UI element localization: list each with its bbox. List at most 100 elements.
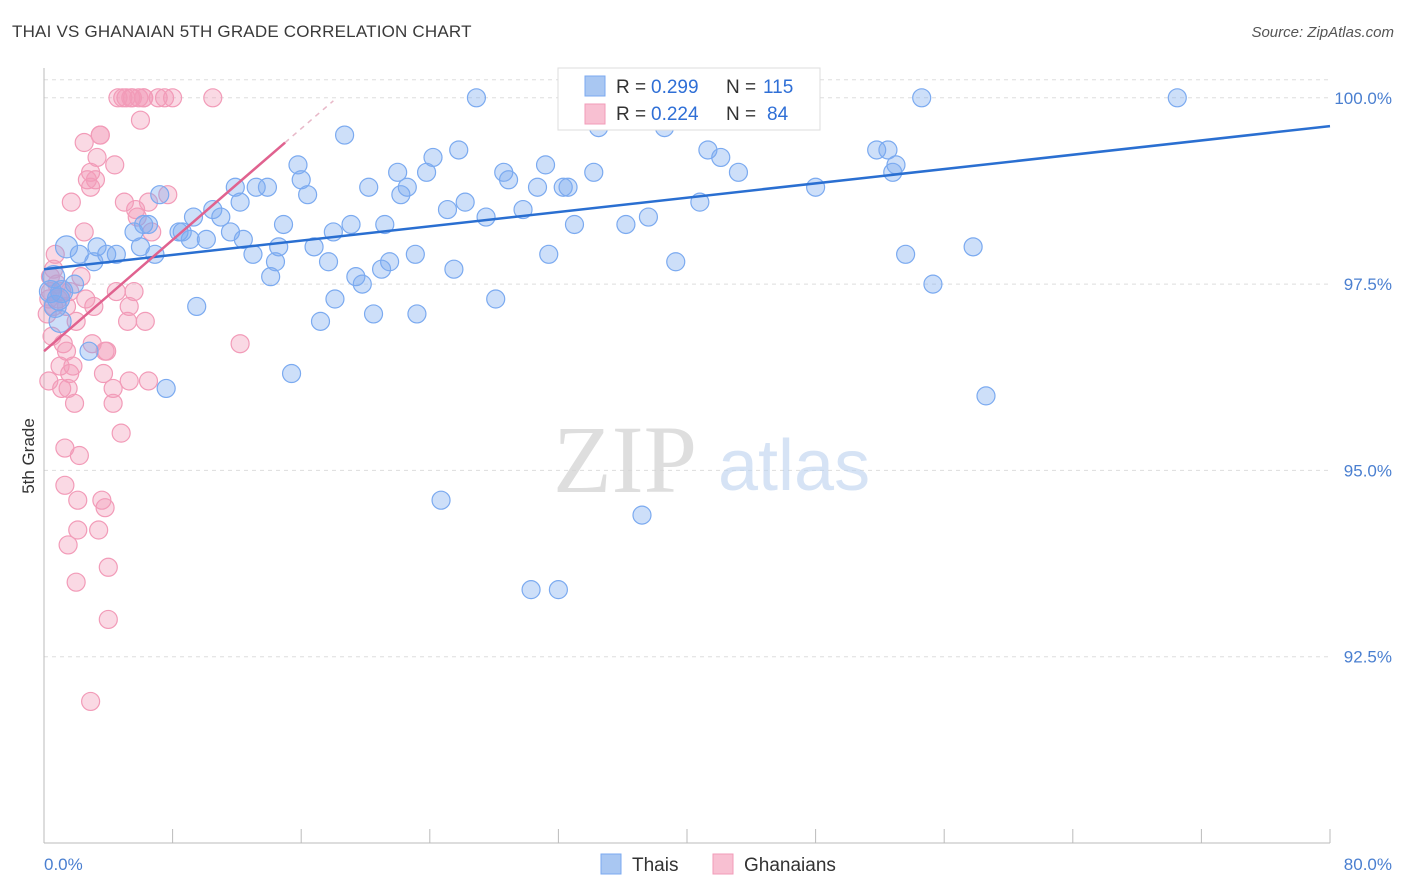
thais-point: [304, 237, 324, 257]
ghanaians-point: [138, 371, 159, 391]
ghanaians-point: [154, 88, 175, 108]
ghanaians-point: [61, 192, 81, 212]
thais-point: [616, 214, 636, 235]
thais-point: [150, 185, 170, 205]
x-tick-label-min: 0.0%: [44, 855, 83, 874]
x-tick-label-max: 80.0%: [1344, 855, 1392, 874]
watermark: ZIP atlas: [553, 406, 870, 513]
thais-point: [584, 162, 604, 182]
ghanaians-point: [58, 535, 78, 555]
ghanaians-point: [111, 423, 131, 443]
thais-point: [134, 214, 154, 235]
ghanaians-point: [93, 363, 114, 384]
thais-point: [79, 341, 99, 361]
ghanaians-point: [103, 378, 123, 399]
thais-point: [431, 490, 451, 510]
ghanaians-point: [127, 207, 147, 227]
thais-point: [976, 386, 996, 406]
ghanaians-point: [103, 393, 123, 413]
legend-n-value-ghanaians: 84: [767, 104, 789, 125]
ghanaians-point: [106, 281, 126, 302]
thais-point: [391, 185, 411, 205]
thais-point: [318, 252, 339, 272]
thais-points: [38, 88, 1187, 600]
legend: R = 0.299 N = 115 R = 0.224 N = 84: [557, 67, 821, 131]
thais-point: [455, 192, 475, 212]
thais-point: [486, 289, 506, 309]
thais-point: [269, 237, 289, 257]
ghanaians-point: [71, 267, 91, 287]
ghanaians-point: [114, 192, 134, 212]
y-tick-label: 97.5%: [1344, 275, 1392, 294]
thais-point: [466, 88, 487, 108]
y-axis-title: 5th Grade: [19, 418, 38, 494]
legend-n-label-ghanaians: N =: [726, 104, 756, 125]
trend-lines: [43, 100, 1331, 353]
thais-point: [273, 214, 294, 235]
thais-point: [359, 177, 379, 197]
thais-point: [87, 237, 107, 257]
thais-point: [666, 252, 686, 272]
thais-point: [64, 274, 85, 294]
chart-title: THAI VS GHANAIAN 5TH GRADE CORRELATION C…: [12, 22, 472, 41]
ghanaians-point: [105, 155, 125, 175]
thais-point: [156, 378, 176, 399]
source-label: Source: ZipAtlas.com: [1251, 24, 1394, 41]
watermark-zip: ZIP: [553, 406, 697, 513]
ghanaians-point: [119, 371, 139, 391]
thais-trend-line: [43, 124, 1331, 271]
y-tick-labels: 100.0% 97.5% 95.0% 92.5%: [1334, 89, 1392, 667]
ghanaians-point: [81, 691, 101, 712]
thais-point: [397, 177, 417, 197]
thais-point: [437, 199, 458, 220]
thais-point: [476, 207, 496, 227]
thais-point: [878, 140, 898, 160]
thais-point: [923, 274, 943, 294]
thais-point: [341, 214, 361, 235]
thais-point: [48, 309, 72, 333]
thais-point: [867, 140, 887, 160]
thais-point: [288, 155, 308, 175]
ghanaians-point: [63, 356, 83, 376]
ghanaians-point: [95, 498, 115, 518]
thais-point: [183, 207, 204, 227]
thais-point: [548, 580, 569, 600]
thais-point: [335, 125, 355, 145]
x-axis-ticks: [43, 829, 1331, 843]
thais-point: [388, 162, 408, 182]
ghanaians-point: [74, 132, 94, 153]
ghanaians-point: [97, 341, 117, 361]
thais-point: [106, 244, 126, 264]
bottom-legend: Thais Ghanaians: [600, 853, 836, 876]
ghanaians-point: [148, 88, 168, 108]
thais-point: [233, 229, 253, 249]
thais-point: [138, 214, 159, 235]
ghanaians-point: [130, 110, 151, 130]
thais-point: [728, 162, 749, 182]
thais-point: [711, 147, 731, 168]
legend-r-label-ghanaians: R =: [616, 104, 646, 125]
thais-point: [535, 155, 556, 175]
ghanaians-trend-extension: [284, 100, 334, 144]
legend-r-value-ghanaians: 0.224: [651, 104, 699, 125]
thais-point: [371, 259, 392, 279]
thais-point: [352, 274, 372, 294]
thais-point: [638, 207, 659, 227]
ghanaians-point: [69, 445, 89, 466]
thais-point: [405, 244, 425, 264]
ghanaians-trend-line: [43, 141, 286, 353]
thais-point: [298, 185, 318, 205]
ghanaians-point: [138, 192, 159, 212]
thais-point: [211, 207, 231, 227]
thais-point: [380, 252, 400, 272]
ghanaians-point: [203, 88, 223, 108]
thais-point: [246, 177, 266, 197]
y-tick-label: 95.0%: [1344, 461, 1392, 480]
thais-point: [423, 147, 443, 168]
thais-point: [444, 259, 464, 279]
ghanaians-points: [37, 88, 250, 712]
ghanaians-point: [135, 311, 155, 331]
grid-lines: [44, 79, 1330, 658]
ghanaians-point: [85, 170, 106, 190]
thais-point: [896, 244, 916, 264]
